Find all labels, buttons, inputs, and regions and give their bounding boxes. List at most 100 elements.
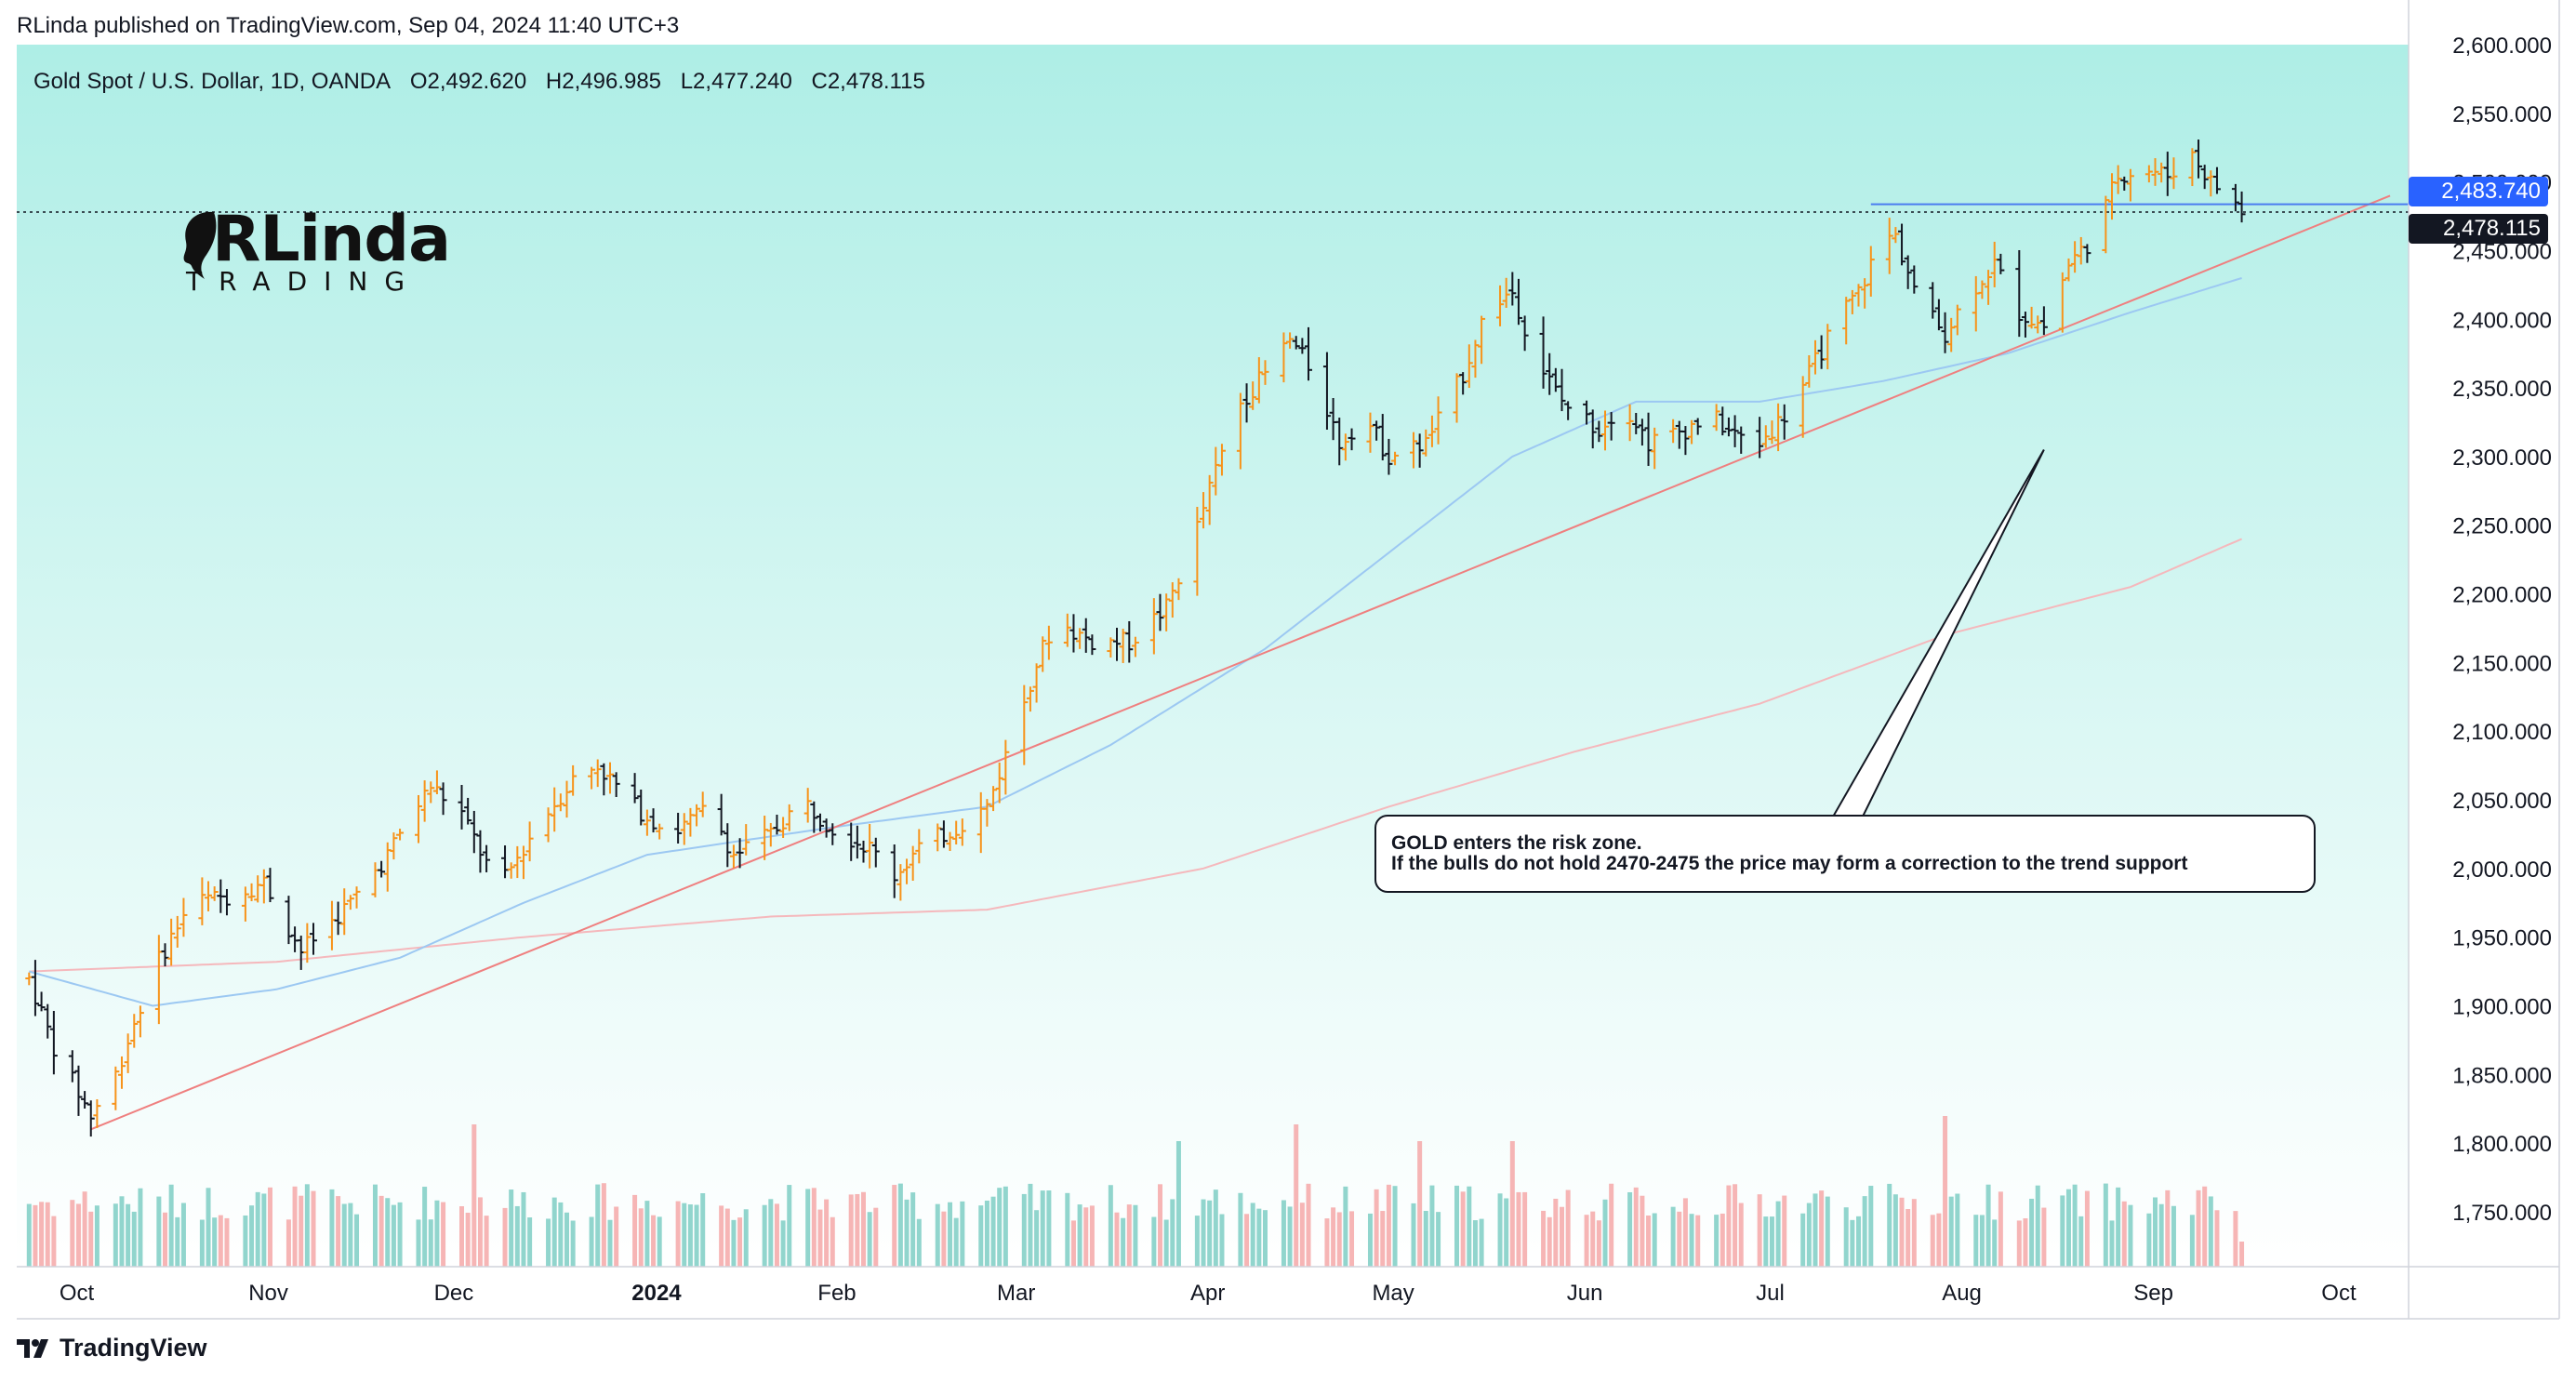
ohlc-bar — [637, 789, 645, 826]
x-tick-label: 2024 — [631, 1281, 682, 1306]
ohlc-bar — [1069, 614, 1078, 653]
volume-bar — [527, 1217, 533, 1267]
ohlc-bar — [1669, 419, 1678, 444]
ohlc-bar — [167, 918, 176, 966]
ohlc-bar — [136, 1005, 144, 1038]
volume-bar — [830, 1216, 835, 1267]
volume-bar — [2153, 1197, 2158, 1267]
volume-bar — [422, 1187, 428, 1267]
ohlc-bar — [241, 886, 249, 922]
chart-background — [17, 45, 2409, 1267]
volume-bar — [354, 1214, 360, 1267]
volume-bar — [33, 1204, 38, 1267]
ohlc-low: L2,477.240 — [680, 69, 792, 94]
ohlc-bar — [1205, 474, 1214, 525]
volume-bar — [2016, 1220, 2022, 1267]
ohlc-bar — [1601, 410, 1610, 451]
volume-bar — [1472, 1220, 1478, 1267]
volume-bar — [953, 1217, 959, 1267]
ohlc-bar — [1391, 451, 1400, 466]
ohlc-bar — [952, 820, 961, 845]
ohlc-bar — [519, 845, 527, 880]
ohlc-bar — [2170, 157, 2178, 190]
symbol-info: Gold Spot / U.S. Dollar, 1D, OANDA O2,49… — [33, 69, 938, 95]
ohlc-bar — [1934, 299, 1943, 331]
volume-bar — [824, 1199, 830, 1267]
ohlc-bar — [1898, 223, 1906, 266]
ohlc-bar — [1453, 373, 1461, 423]
volume-bar — [70, 1200, 75, 1267]
ohlc-bar — [396, 829, 405, 841]
volume-bar — [1003, 1186, 1008, 1267]
ohlc-bar — [939, 820, 948, 848]
volume-bar — [1596, 1220, 1601, 1267]
ohlc-bar — [1217, 444, 1226, 476]
ohlc-bar — [1607, 412, 1615, 441]
ohlc-bar — [37, 991, 46, 1012]
ohlc-bar — [31, 960, 39, 1017]
volume-bar — [441, 1202, 446, 1267]
ohlc-close: C2,478.115 — [811, 69, 925, 94]
ohlc-bar — [352, 886, 361, 909]
volume-bar — [1905, 1208, 1911, 1267]
volume-bar — [521, 1191, 526, 1267]
ohlc-bar — [1112, 628, 1121, 661]
ohlc-bar — [773, 815, 781, 835]
volume-bar — [261, 1193, 267, 1267]
y-tick-label: 1,800.000 — [2452, 1132, 2552, 1157]
volume-bar — [267, 1187, 272, 1267]
ohlc-bar — [1756, 417, 1764, 458]
volume-bar — [1411, 1203, 1416, 1267]
volume-bar — [2239, 1242, 2245, 1267]
volume-bar — [570, 1220, 576, 1267]
ohlc-bar — [1292, 336, 1300, 350]
volume-bar — [372, 1184, 378, 1267]
symbol-name: Gold Spot / U.S. Dollar, 1D, OANDA — [33, 69, 392, 94]
volume-bar — [1943, 1116, 1948, 1267]
volume-bar — [1670, 1206, 1676, 1267]
volume-bar — [916, 1218, 922, 1267]
ohlc-bar — [1175, 578, 1183, 601]
ohlc-bar — [1520, 315, 1529, 352]
volume-bar — [694, 1204, 699, 1267]
y-tick-label: 2,150.000 — [2452, 651, 2552, 676]
ohlc-bar — [724, 823, 732, 868]
ohlc-bar — [1904, 255, 1912, 289]
ohlc-bar — [946, 831, 954, 851]
ohlc-bar — [1595, 420, 1603, 443]
volume-bar — [737, 1217, 743, 1267]
ohlc-bar — [1032, 663, 1041, 703]
volume-bar — [292, 1186, 298, 1267]
ohlc-bar — [1131, 636, 1139, 658]
volume-bar — [1652, 1213, 1657, 1267]
volume-bar — [1843, 1207, 1849, 1267]
volume-bar — [719, 1205, 724, 1267]
ohlc-bar — [1496, 285, 1505, 326]
y-tick-label: 2,100.000 — [2452, 720, 2552, 745]
ohlc-bar — [205, 881, 213, 911]
x-tick-label: Aug — [1942, 1281, 1982, 1306]
ohlc-bar — [2120, 176, 2129, 191]
ohlc-bar — [1378, 414, 1387, 460]
volume-bar — [787, 1185, 792, 1267]
ohlc-bar — [853, 825, 861, 859]
ohlc-bar — [112, 1066, 120, 1110]
volume-bar — [1695, 1215, 1701, 1267]
volume-bar — [502, 1207, 508, 1267]
ohlc-bar — [2151, 158, 2159, 186]
ohlc-bar — [432, 770, 441, 794]
volume-bar — [1175, 1141, 1181, 1267]
y-tick-label: 1,850.000 — [2452, 1063, 2552, 1088]
volume-bar — [1504, 1198, 1509, 1267]
ohlc-bar — [1385, 438, 1393, 475]
volume-bar — [2103, 1183, 2108, 1267]
volume-bar — [1065, 1192, 1070, 1267]
y-tick-label: 2,350.000 — [2452, 377, 2552, 402]
ohlc-bar — [2102, 195, 2110, 254]
volume-bar — [119, 1196, 125, 1267]
tradingview-footer[interactable]: TradingView — [17, 1334, 207, 1362]
volume-bar — [892, 1185, 897, 1267]
volume-bar — [2189, 1215, 2195, 1267]
logo-main-text: RLinda — [212, 203, 451, 276]
